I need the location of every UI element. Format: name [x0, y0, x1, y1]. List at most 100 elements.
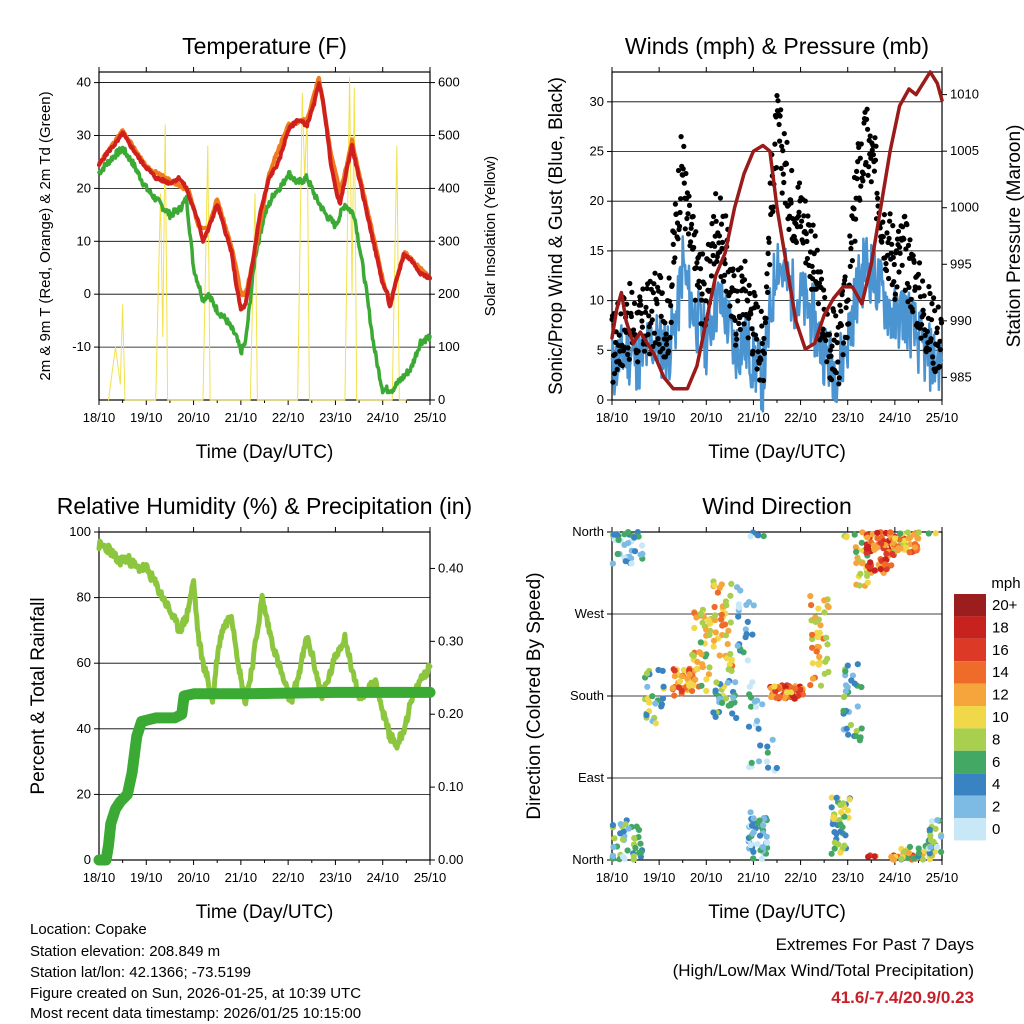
gust-point	[811, 251, 817, 257]
gust-point	[612, 351, 618, 357]
direction-point	[614, 550, 621, 558]
xtick-label-humidity: 19/10	[130, 870, 163, 885]
gust-point	[766, 235, 772, 241]
legend-swatch	[954, 706, 986, 729]
gust-point	[869, 147, 875, 153]
direction-point	[808, 602, 815, 609]
gust-point	[678, 134, 684, 140]
gust-point	[903, 246, 909, 252]
gust-point	[765, 289, 771, 295]
gust-point	[699, 291, 705, 297]
direction-point	[864, 579, 871, 586]
gust-point	[773, 165, 780, 171]
direction-point	[637, 840, 644, 847]
gust-point	[675, 167, 682, 174]
gust-point	[861, 120, 867, 126]
gust-point	[892, 291, 899, 297]
direction-point	[830, 815, 838, 823]
gust-point	[937, 338, 943, 344]
ytick-label-wind_direction: North	[572, 524, 604, 539]
direction-point	[807, 593, 814, 600]
gust-point	[669, 282, 675, 288]
direction-point	[749, 631, 756, 638]
ytick-right-label-winds: 990	[950, 313, 972, 328]
gust-point	[793, 239, 800, 245]
direction-point	[867, 559, 874, 566]
gust-point	[656, 341, 662, 347]
gust-point	[896, 269, 902, 275]
gust-point	[868, 155, 874, 161]
info-created: Figure created on Sun, 2026-01-25, at 10…	[30, 985, 362, 1002]
gust-point	[840, 340, 847, 346]
gust-point	[635, 359, 641, 365]
legend-label: 16	[992, 642, 1009, 659]
legend-swatch	[954, 773, 986, 796]
direction-point	[859, 529, 866, 536]
direction-point	[744, 618, 751, 626]
legend-swatch	[954, 661, 986, 684]
gust-point	[796, 209, 802, 215]
gust-point	[809, 263, 815, 269]
gust-point	[934, 329, 940, 336]
gust-point	[860, 171, 867, 177]
gust-point	[858, 141, 864, 147]
gust-point	[686, 193, 692, 199]
gust-point	[781, 179, 787, 186]
gust-point	[727, 303, 733, 309]
direction-point	[737, 587, 744, 594]
gust-point	[860, 178, 866, 184]
direction-point	[856, 737, 864, 744]
direction-point	[887, 529, 894, 536]
direction-point	[854, 703, 861, 710]
gust-point	[935, 304, 941, 310]
xtick-label-temperature: 18/10	[83, 410, 116, 425]
plot-frame-temperature	[98, 71, 431, 401]
gust-point	[783, 161, 790, 167]
direction-point	[905, 535, 912, 542]
gust-point	[854, 176, 860, 182]
gust-point	[731, 273, 737, 279]
xtick-label-humidity: 25/10	[414, 870, 447, 885]
direction-point	[619, 836, 627, 843]
gust-point	[847, 233, 853, 239]
gust-point	[697, 266, 704, 272]
ytick-label-winds: 15	[590, 243, 604, 258]
gust-point	[655, 336, 661, 342]
x-axis-label-winds: Time (Day/UTC)	[708, 442, 846, 463]
gust-point	[759, 340, 765, 347]
legend-swatch	[954, 750, 986, 774]
gust-point	[854, 168, 860, 174]
direction-point	[698, 682, 705, 689]
direction-point	[707, 620, 714, 627]
gust-point	[713, 218, 719, 224]
direction-point	[754, 841, 761, 848]
direction-point	[915, 850, 923, 857]
direction-point	[652, 720, 660, 727]
legend-swatch	[954, 616, 986, 639]
direction-point	[938, 833, 945, 840]
direction-point	[643, 670, 651, 677]
gust-point	[719, 239, 726, 245]
direction-point	[809, 636, 816, 643]
gust-point	[712, 243, 718, 249]
gust-point	[764, 271, 770, 277]
gust-point	[662, 320, 668, 326]
direction-point	[747, 809, 754, 816]
gust-point	[931, 295, 937, 301]
direction-point	[723, 655, 731, 662]
gust-point	[897, 250, 903, 256]
gust-point	[758, 308, 764, 314]
direction-point	[856, 582, 863, 589]
gust-point	[920, 307, 926, 313]
gust-point	[733, 342, 739, 348]
direction-point	[723, 602, 730, 609]
gust-point	[926, 284, 932, 290]
legend-label: 2	[992, 799, 1000, 816]
direction-point	[718, 611, 725, 618]
gust-point	[682, 226, 688, 232]
gust-point	[612, 370, 618, 377]
direction-point	[713, 679, 720, 686]
direction-point	[727, 650, 734, 658]
direction-point	[934, 817, 941, 824]
gust-point	[868, 179, 874, 185]
